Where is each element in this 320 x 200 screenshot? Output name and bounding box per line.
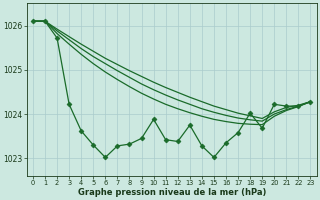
X-axis label: Graphe pression niveau de la mer (hPa): Graphe pression niveau de la mer (hPa) — [77, 188, 266, 197]
